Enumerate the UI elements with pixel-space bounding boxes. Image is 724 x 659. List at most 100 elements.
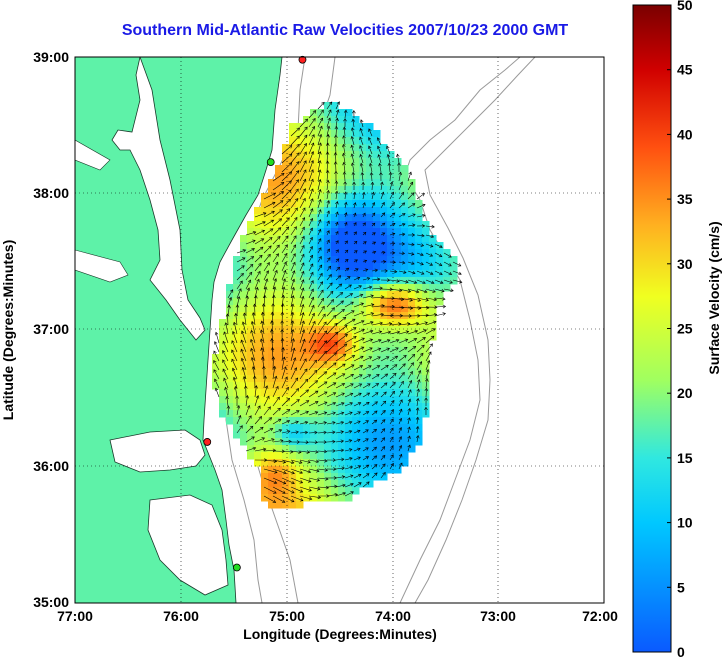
- velocity-cell: [310, 445, 318, 453]
- velocity-arrowhead: [350, 144, 354, 149]
- velocity-arrow: [299, 151, 307, 164]
- velocity-arrow: [407, 213, 416, 218]
- velocity-arrow: [299, 227, 305, 236]
- velocity-arrowhead: [213, 341, 218, 345]
- velocity-arrowhead: [332, 411, 336, 416]
- velocity-cell: [254, 228, 262, 236]
- velocity-arrowhead: [380, 312, 385, 317]
- velocity-cell: [429, 284, 437, 292]
- velocity-cell: [310, 368, 318, 376]
- velocity-arrow: [290, 495, 304, 501]
- velocity-cell: [380, 207, 388, 215]
- velocity-arrowhead: [284, 244, 288, 248]
- velocity-arrowhead: [332, 430, 336, 435]
- velocity-arrow: [299, 198, 306, 209]
- velocity-arrow: [380, 391, 387, 398]
- velocity-cell: [401, 235, 409, 243]
- velocity-cell: [401, 179, 409, 187]
- velocity-arrow: [326, 274, 332, 281]
- velocity-arrow: [215, 388, 220, 398]
- velocity-cell: [233, 263, 241, 271]
- velocity-arrowhead: [323, 361, 327, 365]
- velocity-arrow: [398, 381, 404, 389]
- velocity-cell: [387, 466, 395, 474]
- velocity-cell: [324, 431, 332, 439]
- velocity-arrowhead: [330, 299, 335, 303]
- velocity-arrow: [344, 284, 352, 290]
- velocity-arrowhead: [363, 259, 368, 264]
- velocity-arrowhead: [401, 242, 406, 246]
- velocity-arrow: [326, 431, 336, 434]
- velocity-arrowhead: [362, 231, 367, 236]
- velocity-arrowhead: [424, 406, 428, 411]
- velocity-cell: [373, 445, 381, 453]
- velocity-arrow: [344, 171, 346, 182]
- velocity-arrow: [335, 258, 340, 263]
- velocity-cell: [380, 403, 388, 411]
- velocity-arrow: [326, 486, 337, 488]
- velocity-cell: [296, 221, 304, 229]
- velocity-arrowhead: [386, 145, 390, 150]
- velocity-arrowhead: [223, 331, 227, 335]
- velocity-arrow: [434, 243, 443, 248]
- velocity-cell: [415, 200, 423, 208]
- velocity-cell: [303, 396, 311, 404]
- velocity-arrowhead: [239, 425, 243, 429]
- velocity-arrow: [263, 375, 266, 389]
- velocity-arrow: [335, 267, 340, 272]
- velocity-arrowhead: [301, 320, 305, 325]
- velocity-cell: [268, 242, 276, 250]
- velocity-cell: [373, 305, 381, 313]
- velocity-arrow: [353, 311, 364, 317]
- velocity-cell: [338, 305, 346, 313]
- velocity-cell: [289, 389, 297, 397]
- velocity-cell: [296, 431, 304, 439]
- velocity-arrowhead: [275, 253, 279, 257]
- velocity-arrow: [380, 339, 391, 344]
- velocity-cell: [317, 347, 325, 355]
- velocity-cell: [401, 277, 409, 285]
- velocity-arrow: [371, 446, 377, 452]
- velocity-arrow: [380, 251, 386, 254]
- velocity-cell: [310, 494, 318, 502]
- velocity-arrowhead: [335, 221, 339, 226]
- velocity-arrow: [272, 477, 286, 484]
- velocity-cell: [268, 466, 276, 474]
- velocity-arrow: [416, 252, 424, 256]
- velocity-cell: [401, 417, 409, 425]
- velocity-arrow: [299, 118, 308, 128]
- velocity-arrowhead: [367, 374, 372, 378]
- velocity-cell: [387, 242, 395, 250]
- velocity-arrow: [407, 322, 419, 326]
- velocity-cell: [345, 305, 353, 313]
- velocity-arrow: [335, 392, 345, 398]
- velocity-arrow: [326, 143, 329, 155]
- velocity-arrow: [407, 399, 411, 407]
- velocity-cell: [247, 305, 255, 313]
- velocity-cell: [282, 452, 290, 460]
- velocity-cell: [226, 375, 234, 383]
- velocity-arrowhead: [350, 127, 355, 131]
- velocity-cell: [261, 375, 269, 383]
- velocity-arrowhead: [369, 338, 374, 342]
- velocity-arrow: [425, 321, 437, 326]
- velocity-cell: [401, 354, 409, 362]
- velocity-cell: [380, 263, 388, 271]
- velocity-cell: [289, 249, 297, 257]
- velocity-arrowhead: [224, 386, 228, 391]
- velocity-cell: [373, 207, 381, 215]
- velocity-cell: [408, 186, 416, 194]
- velocity-arrow: [299, 217, 305, 227]
- velocity-arrowhead: [214, 331, 219, 336]
- velocity-cell: [380, 368, 388, 376]
- velocity-cell: [303, 487, 311, 495]
- velocity-arrow: [353, 277, 360, 281]
- velocity-arrow: [272, 440, 284, 443]
- velocity-cell: [247, 284, 255, 292]
- velocity-cell: [289, 186, 297, 194]
- velocity-cell: [282, 424, 290, 432]
- velocity-arrowhead: [314, 421, 318, 425]
- velocity-cell: [275, 445, 283, 453]
- velocity-arrowhead: [399, 453, 403, 458]
- velocity-cell: [345, 179, 353, 187]
